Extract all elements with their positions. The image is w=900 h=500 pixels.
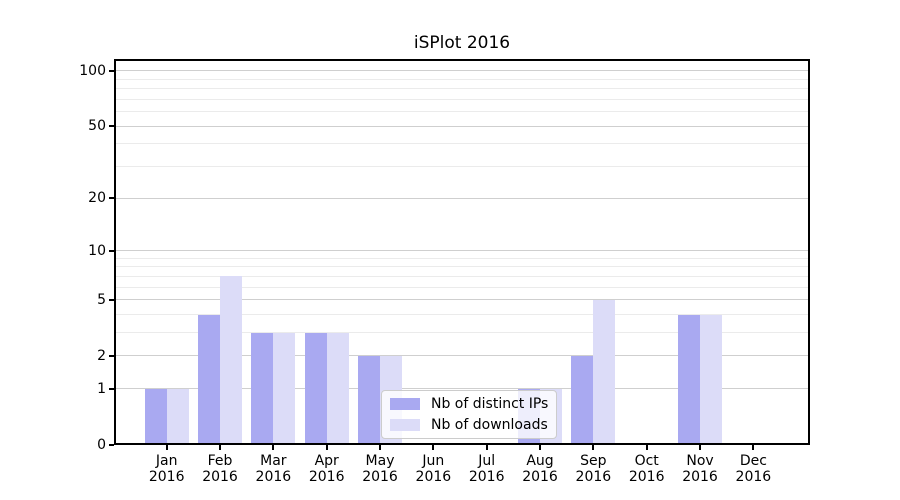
- x-tick-label: Mar 2016: [255, 453, 292, 485]
- y-tick-mark: [109, 249, 114, 252]
- axis-spine-bottom: [114, 443, 810, 445]
- legend-swatch-distinct-ips: [390, 398, 420, 410]
- gridline-major: [114, 197, 810, 199]
- axis-spine-right: [808, 59, 810, 445]
- x-tick-label: Jul 2016: [468, 453, 505, 485]
- x-tick-mark: [432, 445, 435, 450]
- y-tick-label: 5: [97, 291, 106, 308]
- x-tick-mark: [272, 445, 275, 450]
- x-tick-label: Sep 2016: [575, 453, 612, 485]
- y-tick-mark: [109, 197, 114, 200]
- y-tick-mark: [109, 387, 114, 390]
- x-tick-mark: [219, 445, 222, 450]
- gridline-minor: [114, 166, 810, 168]
- bar-distinct-ips: [358, 355, 381, 445]
- plot-area: Nb of distinct IPs Nb of downloads: [109, 59, 810, 450]
- bar-distinct-ips: [198, 314, 221, 445]
- legend: Nb of distinct IPs Nb of downloads: [381, 390, 558, 439]
- bar-distinct-ips: [571, 355, 594, 445]
- gridline-minor: [114, 314, 810, 315]
- gridline-minor: [114, 286, 810, 288]
- legend-item-downloads: Nb of downloads: [390, 417, 548, 433]
- bar-distinct-ips: [144, 388, 167, 445]
- x-tick-label: Jun 2016: [415, 453, 452, 485]
- y-tick-label: 10: [88, 242, 106, 259]
- x-tick-label: Feb 2016: [202, 453, 238, 485]
- gridline-major: [114, 388, 810, 390]
- x-tick-mark: [752, 445, 755, 450]
- x-tick-label: May 2016: [362, 453, 398, 485]
- bar-downloads: [593, 299, 616, 445]
- gridline-minor: [114, 88, 810, 90]
- gridline-major: [114, 299, 810, 301]
- y-tick-label: 1: [97, 380, 106, 397]
- legend-label-distinct-ips: Nb of distinct IPs: [431, 396, 549, 412]
- gridline-major: [114, 125, 810, 127]
- legend-item-distinct-ips: Nb of distinct IPs: [390, 396, 548, 412]
- legend-label-downloads: Nb of downloads: [431, 417, 548, 433]
- axis-spine-left: [114, 59, 116, 445]
- x-tick-label: Aug 2016: [522, 453, 558, 485]
- x-tick-mark: [645, 445, 648, 450]
- y-tick-mark: [109, 298, 114, 301]
- x-tick-mark: [165, 445, 168, 450]
- chart-title: iSPlot 2016: [413, 33, 511, 53]
- gridline-minor: [114, 98, 810, 100]
- bar-downloads: [220, 276, 243, 445]
- gridline-major: [114, 355, 810, 357]
- gridline-minor: [114, 275, 810, 277]
- y-tick-label: 100: [79, 62, 106, 79]
- legend-swatch-downloads: [390, 419, 420, 431]
- y-tick-label: 0: [97, 437, 106, 453]
- x-tick-label: Apr 2016: [308, 453, 345, 485]
- gridline-minor: [114, 111, 810, 113]
- x-tick-label: Jan 2016: [148, 453, 185, 485]
- y-tick-mark: [109, 354, 114, 357]
- bar-downloads: [166, 388, 189, 445]
- bar-distinct-ips: [251, 332, 274, 445]
- x-tick-mark: [592, 445, 595, 450]
- x-tick-label: Nov 2016: [682, 453, 718, 485]
- gridline-major: [114, 70, 810, 72]
- x-tick-mark: [485, 445, 488, 450]
- gridline-minor: [114, 143, 810, 145]
- gridline-major: [114, 250, 810, 252]
- y-tick-label: 20: [88, 190, 106, 207]
- x-tick-label: Dec 2016: [735, 453, 772, 485]
- x-tick-mark: [699, 445, 702, 450]
- bar-distinct-ips: [678, 314, 701, 445]
- gridline-minor: [114, 257, 810, 259]
- x-tick-mark: [379, 445, 382, 450]
- axis-spine-top: [114, 59, 810, 61]
- bar-downloads: [700, 314, 723, 445]
- bar-downloads: [273, 332, 296, 445]
- y-tick-mark: [109, 125, 114, 128]
- x-tick-mark: [539, 445, 542, 450]
- gridline-minor: [114, 266, 810, 268]
- bar-downloads: [326, 332, 349, 445]
- gridline-minor: [114, 332, 810, 334]
- y-tick-label: 2: [97, 347, 106, 364]
- y-tick-label: 50: [88, 118, 106, 135]
- bar-distinct-ips: [304, 332, 327, 445]
- gridline-minor: [114, 78, 810, 80]
- y-tick-mark: [109, 444, 114, 446]
- y-tick-mark: [109, 69, 114, 72]
- x-tick-mark: [325, 445, 328, 450]
- x-tick-label: Oct 2016: [628, 453, 665, 485]
